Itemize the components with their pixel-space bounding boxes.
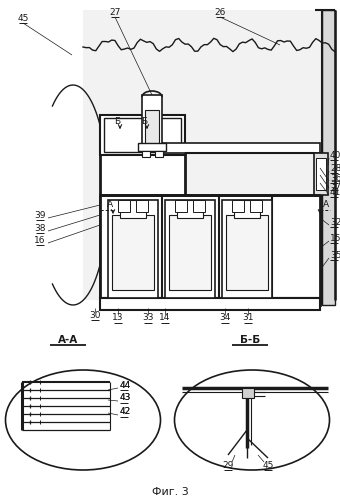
Bar bbox=[250, 200, 262, 212]
Ellipse shape bbox=[174, 370, 329, 470]
Bar bbox=[155, 151, 163, 157]
Bar bbox=[120, 200, 146, 218]
Bar bbox=[104, 118, 181, 152]
Text: 41: 41 bbox=[330, 188, 340, 197]
Text: 29: 29 bbox=[222, 461, 234, 470]
Bar bbox=[100, 145, 185, 305]
Bar bbox=[242, 388, 254, 398]
Text: 15: 15 bbox=[330, 234, 340, 243]
Bar bbox=[108, 200, 158, 298]
Text: 27: 27 bbox=[109, 7, 121, 16]
Bar bbox=[316, 158, 326, 190]
Text: А: А bbox=[107, 200, 113, 209]
Bar bbox=[100, 195, 320, 305]
Bar bbox=[226, 215, 268, 290]
Bar bbox=[118, 200, 130, 212]
Text: 40: 40 bbox=[330, 151, 340, 160]
Text: 26: 26 bbox=[214, 7, 226, 16]
Text: 14: 14 bbox=[159, 313, 171, 322]
Text: 16: 16 bbox=[34, 236, 46, 245]
Text: 45: 45 bbox=[262, 461, 274, 470]
Text: 37: 37 bbox=[330, 181, 340, 190]
Text: 44: 44 bbox=[120, 381, 131, 390]
Text: 45: 45 bbox=[17, 13, 29, 22]
Text: 28: 28 bbox=[330, 164, 340, 173]
Text: 35: 35 bbox=[330, 250, 340, 259]
Text: Б-Б: Б-Б bbox=[240, 335, 260, 345]
Text: 42: 42 bbox=[120, 408, 131, 417]
Text: А-А: А-А bbox=[58, 335, 78, 345]
Text: Фиг. 3: Фиг. 3 bbox=[152, 487, 188, 497]
Bar bbox=[142, 151, 150, 157]
Text: Б: Б bbox=[114, 116, 120, 126]
Bar bbox=[322, 10, 335, 305]
Bar bbox=[177, 200, 203, 218]
Bar bbox=[222, 200, 272, 298]
Bar bbox=[138, 143, 166, 151]
Text: 38: 38 bbox=[34, 224, 46, 233]
Bar bbox=[100, 115, 185, 155]
Bar bbox=[232, 200, 244, 212]
Bar bbox=[100, 298, 320, 310]
Text: 44: 44 bbox=[120, 381, 131, 390]
Text: А: А bbox=[323, 200, 329, 209]
Text: 34: 34 bbox=[219, 313, 231, 322]
Bar bbox=[165, 200, 215, 298]
Bar bbox=[175, 200, 187, 212]
Bar bbox=[314, 153, 328, 195]
Text: 43: 43 bbox=[120, 394, 131, 403]
Bar bbox=[136, 200, 148, 212]
Bar bbox=[145, 110, 159, 145]
Text: Б: Б bbox=[141, 116, 147, 126]
Text: 36: 36 bbox=[330, 174, 340, 183]
Text: 39: 39 bbox=[34, 211, 46, 220]
Text: 13: 13 bbox=[112, 313, 124, 322]
Bar bbox=[234, 200, 260, 218]
Text: 42: 42 bbox=[120, 408, 131, 417]
Text: 32: 32 bbox=[330, 218, 340, 227]
Text: 30: 30 bbox=[89, 310, 101, 319]
Bar bbox=[193, 200, 205, 212]
Text: 33: 33 bbox=[142, 313, 154, 322]
Bar bbox=[162, 143, 320, 153]
Text: 31: 31 bbox=[242, 313, 254, 322]
Bar bbox=[142, 95, 162, 145]
Ellipse shape bbox=[5, 370, 160, 470]
Bar bbox=[112, 215, 154, 290]
Text: 43: 43 bbox=[120, 394, 131, 403]
Bar bbox=[83, 10, 335, 300]
Bar bbox=[169, 215, 211, 290]
